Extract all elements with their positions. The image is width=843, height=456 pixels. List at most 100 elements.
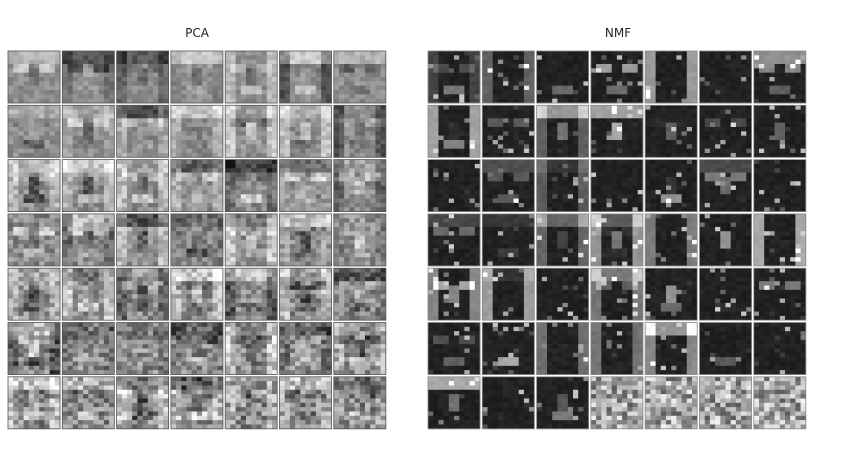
pixel xyxy=(246,344,252,349)
pixel xyxy=(121,365,128,371)
pixel xyxy=(103,235,110,241)
pixel xyxy=(13,64,19,69)
pixel xyxy=(370,176,376,182)
pixel xyxy=(98,185,105,191)
pixel xyxy=(170,357,177,362)
pixel xyxy=(310,322,317,328)
pixel xyxy=(207,109,213,115)
pixel xyxy=(272,163,278,169)
pixel xyxy=(93,235,99,241)
pixel xyxy=(217,311,224,317)
pixel xyxy=(54,298,61,304)
pixel xyxy=(212,159,218,165)
face-tile xyxy=(7,104,61,158)
pixel xyxy=(315,307,322,312)
pixel xyxy=(49,98,56,104)
pixel xyxy=(62,194,68,199)
pixel xyxy=(23,51,30,56)
pixel xyxy=(39,55,45,60)
pixel xyxy=(34,344,40,349)
pixel xyxy=(103,289,110,295)
pixel xyxy=(8,90,14,95)
pixel xyxy=(163,55,169,60)
pixel xyxy=(158,370,164,375)
pixel xyxy=(235,159,242,165)
pixel xyxy=(44,307,50,312)
pixel xyxy=(279,176,285,182)
pixel xyxy=(196,331,203,336)
pixel xyxy=(93,207,99,212)
pixel xyxy=(326,55,332,60)
pixel xyxy=(217,185,224,191)
pixel xyxy=(333,248,340,254)
pixel xyxy=(326,152,332,158)
pixel xyxy=(207,239,213,245)
pixel xyxy=(23,311,30,317)
pixel xyxy=(344,213,350,219)
pixel xyxy=(380,68,387,73)
pixel xyxy=(365,185,371,191)
pixel xyxy=(240,344,247,349)
pixel xyxy=(217,226,224,232)
pixel xyxy=(49,361,56,367)
pixel xyxy=(147,113,154,119)
pixel xyxy=(196,244,203,249)
pixel xyxy=(284,248,291,254)
pixel xyxy=(121,85,128,91)
pixel xyxy=(109,185,115,191)
pixel xyxy=(305,163,311,169)
pixel xyxy=(284,105,291,110)
pixel xyxy=(186,361,192,367)
pixel xyxy=(13,144,19,149)
pixel xyxy=(67,222,73,228)
pixel xyxy=(202,294,208,299)
pixel xyxy=(83,152,89,158)
pixel xyxy=(116,302,123,308)
pixel xyxy=(72,331,79,336)
pixel xyxy=(176,135,182,141)
pixel xyxy=(67,226,73,232)
pixel xyxy=(28,77,35,82)
pixel xyxy=(132,294,138,299)
pixel xyxy=(23,289,30,295)
pixel xyxy=(284,77,291,82)
pixel xyxy=(349,98,355,104)
pixel xyxy=(240,339,247,345)
pixel xyxy=(98,339,105,345)
pixel xyxy=(132,285,138,291)
pixel xyxy=(153,126,159,132)
pixel xyxy=(230,339,236,345)
pixel xyxy=(289,159,296,165)
pixel xyxy=(39,90,45,95)
pixel xyxy=(326,335,332,341)
pixel xyxy=(49,244,56,249)
pixel xyxy=(72,148,79,154)
pixel xyxy=(349,77,355,82)
pixel xyxy=(44,276,50,282)
pixel xyxy=(147,168,154,173)
pixel xyxy=(235,207,242,212)
pixel xyxy=(181,98,187,104)
pixel xyxy=(284,261,291,267)
pixel xyxy=(39,339,45,345)
pixel xyxy=(109,331,115,336)
pixel xyxy=(121,361,128,367)
pixel xyxy=(333,213,340,219)
pixel xyxy=(295,105,301,110)
pixel xyxy=(300,235,306,241)
pixel xyxy=(370,139,376,145)
pixel xyxy=(230,90,236,95)
pixel xyxy=(77,113,84,119)
pixel xyxy=(333,59,340,65)
pixel xyxy=(186,148,192,154)
pixel xyxy=(225,189,231,195)
pixel xyxy=(103,231,110,236)
pixel xyxy=(344,72,350,78)
pixel xyxy=(207,94,213,99)
pixel xyxy=(225,289,231,295)
pixel xyxy=(305,248,311,254)
pixel xyxy=(349,118,355,123)
pixel xyxy=(181,77,187,82)
pixel xyxy=(310,207,317,212)
pixel xyxy=(186,322,192,328)
